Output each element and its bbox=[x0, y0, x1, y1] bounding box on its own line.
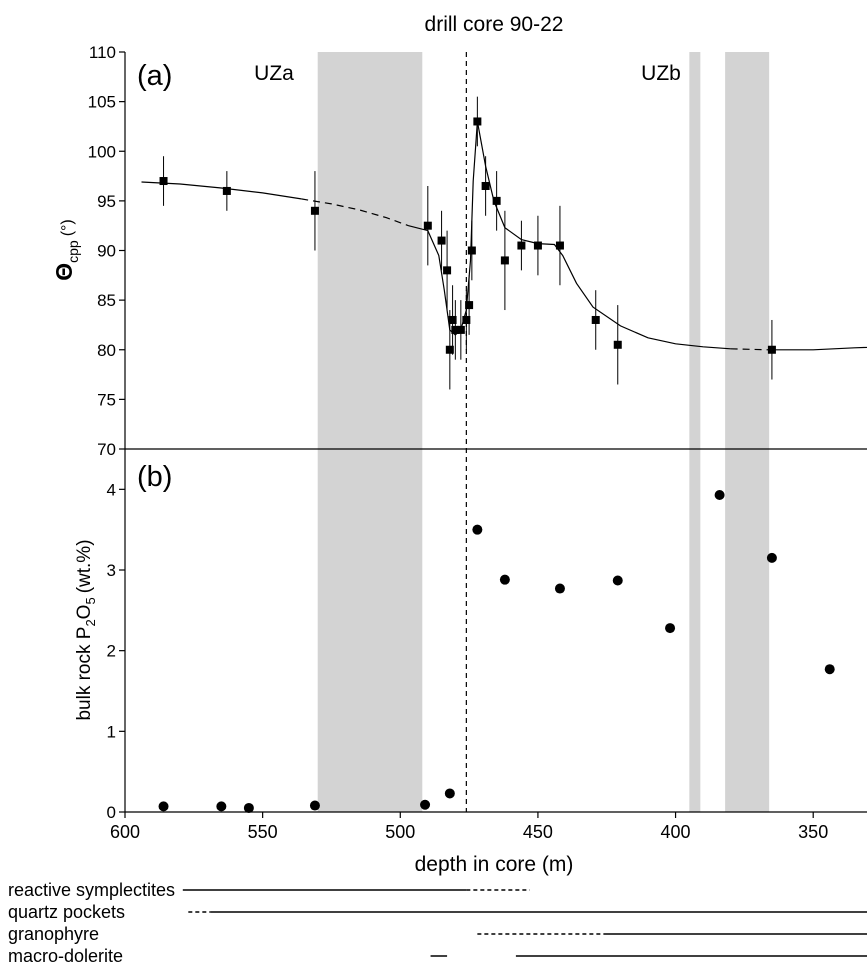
panel-b-label: (b) bbox=[137, 461, 172, 493]
data-point-a-20 bbox=[591, 315, 600, 324]
x-tick-label-550: 550 bbox=[248, 822, 278, 842]
y-tick-label-a-80: 80 bbox=[97, 341, 116, 360]
feature-label-0: reactive symplectites bbox=[8, 880, 175, 900]
y-label-a-sub: cpp bbox=[65, 240, 81, 263]
data-point-b-0 bbox=[158, 801, 169, 812]
data-point-a-9 bbox=[456, 325, 465, 334]
y-tick-label-a-75: 75 bbox=[97, 390, 116, 409]
data-point-b-11 bbox=[714, 489, 725, 500]
data-point-b-13 bbox=[824, 664, 835, 675]
data-point-a-2 bbox=[310, 206, 319, 215]
data-point-a-19 bbox=[555, 241, 564, 250]
y-label-b-main: bulk rock P bbox=[74, 627, 95, 721]
data-point-a-17 bbox=[517, 241, 526, 250]
trend-solid-2 bbox=[408, 121, 731, 350]
data-point-b-9 bbox=[612, 575, 623, 586]
data-point-a-5 bbox=[443, 266, 452, 275]
data-point-b-10 bbox=[665, 623, 676, 634]
y-tick-label-a-90: 90 bbox=[97, 242, 116, 261]
y-label-a-symbol: Θ bbox=[51, 263, 77, 281]
y-tick-label-a-100: 100 bbox=[88, 142, 116, 161]
shaded-band-0 bbox=[317, 52, 423, 812]
data-point-a-18 bbox=[533, 241, 542, 250]
y-label-b-mid: O bbox=[74, 605, 95, 620]
data-point-a-4 bbox=[437, 236, 446, 245]
data-point-a-1 bbox=[222, 186, 231, 195]
data-point-b-5 bbox=[444, 788, 455, 799]
y-label-b-sub1: 2 bbox=[83, 619, 98, 626]
feature-label-1: quartz pockets bbox=[8, 902, 125, 922]
svg-text:Θcpp(°): Θcpp (°) bbox=[51, 219, 81, 281]
data-point-b-8 bbox=[554, 583, 565, 594]
feature-label-2: granophyre bbox=[8, 924, 99, 944]
feature-label-3: macro-dolerite bbox=[8, 946, 123, 966]
y-tick-label-b-3: 3 bbox=[107, 561, 116, 580]
data-point-a-21 bbox=[613, 340, 622, 349]
y-label-b-unit: (wt.%) bbox=[74, 539, 95, 593]
y-tick-label-a-105: 105 bbox=[88, 93, 116, 112]
data-point-a-11 bbox=[465, 301, 474, 310]
x-tick-label-600: 600 bbox=[110, 822, 140, 842]
zone-label-uzb: UZb bbox=[641, 62, 681, 85]
x-axis-label: depth in core (m) bbox=[415, 853, 574, 876]
data-point-a-14 bbox=[481, 181, 490, 190]
data-point-a-6 bbox=[445, 345, 454, 354]
x-tick-label-500: 500 bbox=[385, 822, 415, 842]
data-point-a-12 bbox=[467, 246, 476, 255]
y-tick-label-a-95: 95 bbox=[97, 192, 116, 211]
data-point-a-0 bbox=[159, 177, 168, 186]
y-tick-label-a-70: 70 bbox=[97, 440, 116, 459]
points-panel-a bbox=[159, 96, 776, 390]
chart-title: drill core 90-22 bbox=[425, 13, 564, 36]
data-point-a-7 bbox=[448, 315, 457, 324]
points-panel-b bbox=[158, 489, 835, 813]
y-tick-label-a-110: 110 bbox=[89, 43, 116, 62]
data-point-a-10 bbox=[462, 315, 471, 324]
data-point-b-4 bbox=[420, 799, 431, 810]
data-point-a-16 bbox=[500, 256, 509, 265]
data-point-a-15 bbox=[492, 196, 501, 205]
data-point-a-8 bbox=[451, 325, 460, 334]
trend-solid-3 bbox=[769, 346, 867, 351]
data-point-b-1 bbox=[216, 801, 227, 812]
y-tick-label-b-0: 0 bbox=[107, 803, 116, 822]
data-point-a-13 bbox=[473, 117, 482, 126]
data-point-b-12 bbox=[766, 552, 777, 563]
y-label-a-unit: (°) bbox=[59, 219, 76, 236]
tick-labels: 600 550 500 450 400 350 70 75 80 85 90 95 100 105 110 0… bbox=[88, 43, 829, 842]
zone-label-uza: UZa bbox=[254, 62, 294, 85]
y-tick-label-b-1: 1 bbox=[107, 722, 116, 741]
x-tick-label-400: 400 bbox=[661, 822, 691, 842]
y-tick-label-a-85: 85 bbox=[97, 291, 116, 310]
y-tick-label-b-4: 4 bbox=[107, 480, 116, 499]
y-axis-label-a: Θcpp (°) bbox=[51, 219, 81, 281]
data-point-a-3 bbox=[423, 221, 432, 230]
shaded-band-2 bbox=[725, 52, 770, 812]
y-axis-label-b: bulk rock P2O5 (wt.%) bbox=[74, 539, 98, 720]
y-label-b-sub2: 5 bbox=[83, 597, 98, 604]
data-point-b-2 bbox=[243, 802, 254, 813]
data-point-b-6 bbox=[472, 524, 483, 535]
x-tick-label-350: 350 bbox=[798, 822, 828, 842]
data-point-b-7 bbox=[499, 574, 510, 585]
shaded-bands bbox=[317, 52, 770, 812]
data-point-b-3 bbox=[309, 800, 320, 811]
x-tick-label-450: 450 bbox=[523, 822, 553, 842]
data-point-a-22 bbox=[767, 345, 776, 354]
trend-dashed-2 bbox=[730, 348, 770, 351]
shaded-band-1 bbox=[689, 52, 701, 812]
axes bbox=[119, 51, 867, 818]
panel-a-label: (a) bbox=[137, 60, 172, 92]
svg-text:bulk rock P2O5(wt.%): bulk rock P2O5 (wt.%) bbox=[74, 539, 98, 720]
y-tick-label-b-2: 2 bbox=[107, 642, 116, 661]
